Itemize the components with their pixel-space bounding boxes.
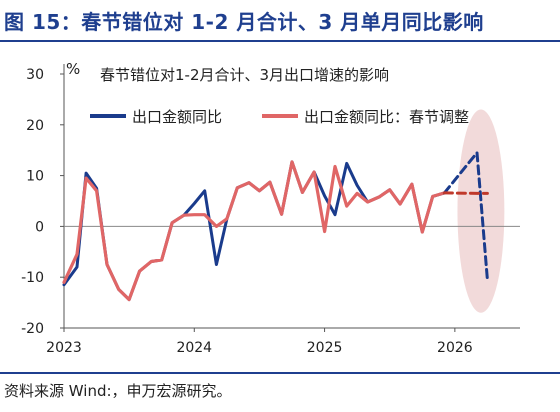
y-tick-label: -20 (21, 321, 44, 337)
y-tick-label: 0 (35, 219, 44, 235)
y-axis-label: % (66, 60, 80, 78)
legend-label-1: 出口金额同比 (132, 108, 222, 126)
y-tick-label: 30 (26, 67, 44, 83)
chart-title: 春节错位对1-2月合计、3月出口增速的影响 (100, 66, 389, 84)
figure-header: 图 15：春节错位对 1-2 月合计、3 月单月同比影响 (0, 0, 560, 44)
x-tick-label: 2023 (46, 340, 82, 356)
y-tick-label: -10 (21, 270, 44, 286)
forecast-line-1 (442, 148, 489, 282)
series-line-2 (62, 160, 446, 302)
x-tick-label: 2026 (437, 340, 473, 356)
legend-label-2: 出口金额同比：春节调整 (304, 108, 469, 126)
x-tick-label: 2024 (176, 340, 212, 356)
y-tick-label: 20 (26, 118, 44, 134)
source-note: 资料来源 Wind:，申万宏源研究。 (4, 382, 232, 400)
forecast-line-2 (442, 191, 489, 195)
series-line-1 (62, 160, 446, 302)
x-tick-label: 2025 (307, 340, 343, 356)
line-chart: 30 20 10 0 -10 -20% 2023 2024 2025 2026 春节错位对1-2月合… (21, 60, 520, 356)
y-tick-label: 10 (26, 169, 44, 185)
title-divider (0, 40, 560, 42)
source-divider (0, 372, 560, 374)
chart-area: 30 20 10 0 -10 -20% 2023 2024 2025 2026 春节错位对1-2月合… (0, 44, 560, 370)
figure-title: 图 15：春节错位对 1-2 月合计、3 月单月同比影响 (4, 10, 484, 34)
